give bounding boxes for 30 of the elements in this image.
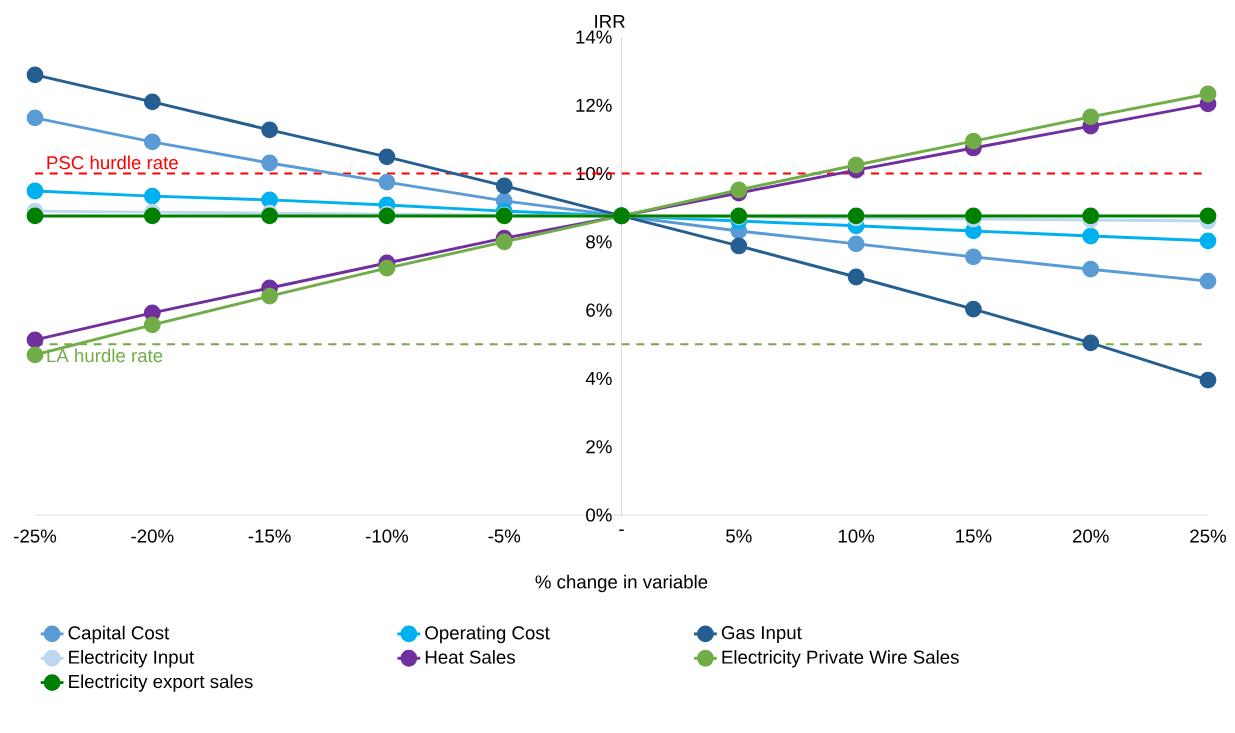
- y-tick-label: 4%: [585, 371, 612, 385]
- ref-line-label: PSC hurdle rate: [47, 155, 178, 170]
- ref-line-label: LA hurdle rate: [47, 348, 163, 363]
- x-tick-label: 5%: [726, 529, 752, 543]
- x-tick-label: -10%: [365, 529, 409, 543]
- y-tick-label: 12%: [576, 98, 612, 112]
- y-tick-label: 8%: [586, 235, 612, 249]
- legend-label: Electricity Private Wire Sales: [722, 650, 959, 668]
- y-tick-label: 0%: [586, 508, 612, 522]
- legend-label: Heat Sales: [425, 650, 515, 664]
- x-tick-label: -20%: [131, 529, 174, 543]
- x-tick-label: 20%: [1072, 529, 1109, 543]
- x-tick-label: 15%: [956, 529, 992, 543]
- x-tick-label: -5%: [488, 529, 521, 543]
- y-tick-label: 14%: [576, 30, 612, 44]
- legend-label: Electricity export sales: [69, 674, 253, 692]
- x-tick-label: -15%: [248, 529, 291, 543]
- legend-label: Electricity Input: [69, 650, 195, 668]
- x-tick-label: -25%: [14, 529, 57, 543]
- y-tick-label: 6%: [586, 303, 612, 317]
- x-tick-label: 25%: [1190, 529, 1227, 543]
- x-tick-label: 10%: [838, 529, 875, 543]
- y-axis-title: IRR: [595, 15, 625, 28]
- y-tick-label: 2%: [586, 440, 612, 454]
- y-tick-label: 10%: [576, 166, 612, 181]
- x-tick-label: -: [619, 529, 624, 531]
- legend-label: Operating Cost: [425, 625, 550, 644]
- legend-label: Capital Cost: [68, 625, 170, 644]
- x-axis-title: % change in variable: [535, 574, 708, 593]
- legend-label: Gas Input: [721, 625, 802, 643]
